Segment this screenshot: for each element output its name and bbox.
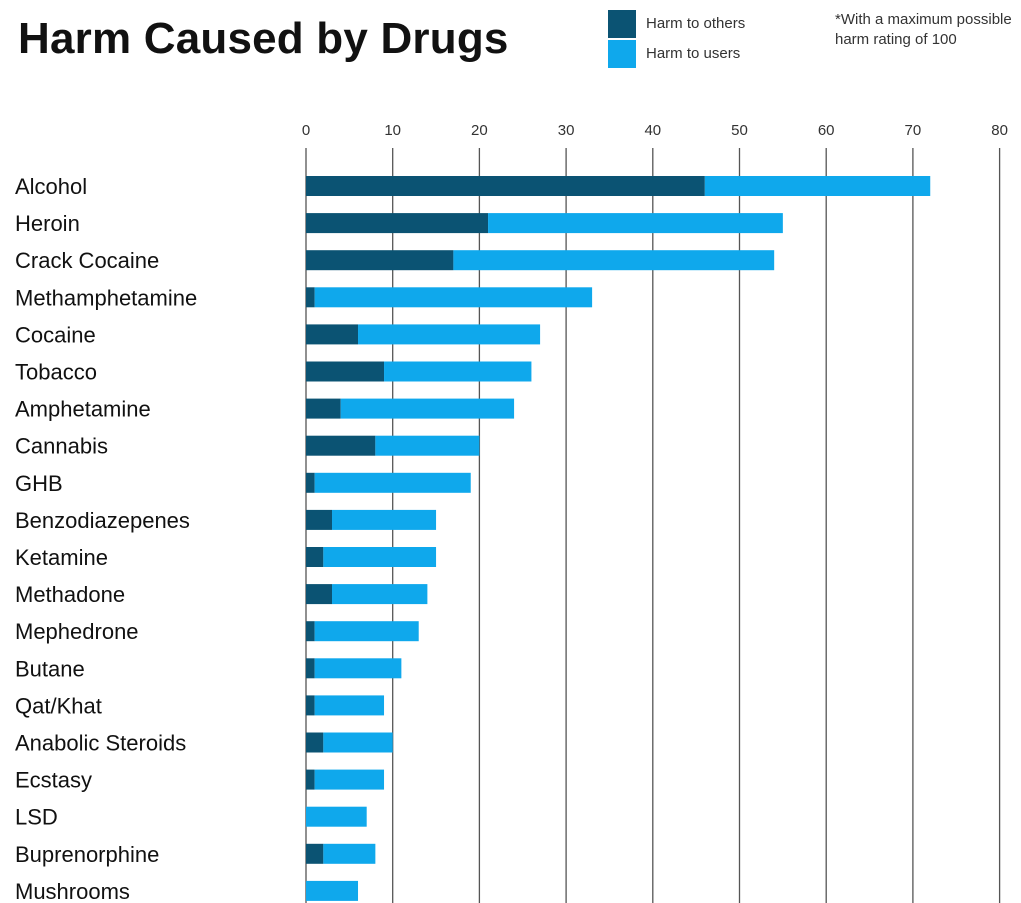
category-label: Butane bbox=[15, 656, 85, 681]
legend-label-others: Harm to others bbox=[646, 15, 746, 32]
x-axis-ticks: 0 10 20 30 40 50 60 70 80 bbox=[302, 122, 1008, 139]
category-label: Alcohol bbox=[15, 174, 87, 199]
category-label: Heroin bbox=[15, 211, 80, 236]
bar-harm-to-users bbox=[314, 658, 402, 679]
bar-harm-to-others bbox=[306, 250, 454, 271]
category-label: Methadone bbox=[15, 582, 125, 607]
footnote: *With a maximum possible harm rating of … bbox=[835, 11, 1012, 48]
x-tick-label-10: 10 bbox=[384, 122, 401, 139]
bar-harm-to-others bbox=[306, 695, 315, 716]
category-label: Tobacco bbox=[15, 360, 97, 385]
legend-swatch-others bbox=[608, 10, 636, 38]
bar-harm-to-users bbox=[384, 361, 532, 382]
category-label: Benzodiazepenes bbox=[15, 508, 190, 533]
bar-harm-to-others bbox=[306, 769, 315, 790]
chart-title: Harm Caused by Drugs bbox=[18, 14, 509, 63]
category-label: Anabolic Steroids bbox=[15, 731, 186, 756]
x-tick-label-40: 40 bbox=[644, 122, 661, 139]
bar-harm-to-others bbox=[306, 213, 489, 234]
x-tick-label-60: 60 bbox=[818, 122, 835, 139]
category-label: GHB bbox=[15, 471, 63, 496]
category-label: Ketamine bbox=[15, 545, 108, 570]
category-labels: Alcohol Heroin Crack Cocaine Methamphetamin… bbox=[15, 174, 197, 903]
bar-harm-to-others bbox=[306, 398, 341, 419]
bar-harm-to-others bbox=[306, 621, 315, 642]
legend-swatch-users bbox=[608, 40, 636, 68]
bar-harm-to-users bbox=[323, 732, 393, 753]
bar-harm-to-others bbox=[306, 324, 359, 345]
bar-harm-to-users bbox=[314, 287, 593, 308]
bar-harm-to-users bbox=[306, 806, 367, 827]
bar-harm-to-users bbox=[314, 472, 471, 493]
bar-harm-to-others bbox=[306, 176, 705, 196]
category-label: Cannabis bbox=[15, 434, 108, 459]
bar-harm-to-users bbox=[314, 769, 385, 790]
legend-item-others: Harm to others bbox=[608, 10, 808, 40]
bar-harm-to-users bbox=[453, 250, 775, 271]
bar-harm-to-users bbox=[332, 509, 437, 530]
category-label: Mephedrone bbox=[15, 619, 139, 644]
category-label: Methamphetamine bbox=[15, 285, 197, 310]
x-tick-label-50: 50 bbox=[731, 122, 748, 139]
x-tick-label-20: 20 bbox=[471, 122, 488, 139]
bar-harm-to-others bbox=[306, 287, 315, 308]
x-tick-label-0: 0 bbox=[302, 122, 310, 139]
bar-harm-to-others bbox=[306, 547, 324, 567]
bar-harm-to-users bbox=[704, 176, 931, 196]
bars bbox=[306, 176, 931, 901]
x-tick-label-70: 70 bbox=[905, 122, 922, 139]
bar-harm-to-users bbox=[340, 398, 515, 419]
x-tick-label-30: 30 bbox=[558, 122, 575, 139]
category-label: Buprenorphine bbox=[15, 842, 159, 867]
bar-harm-to-users bbox=[323, 843, 376, 864]
bar-harm-to-others bbox=[306, 509, 333, 530]
bar-harm-to-others bbox=[306, 843, 324, 864]
legend-label-users: Harm to users bbox=[646, 45, 741, 62]
category-label: Crack Cocaine bbox=[15, 248, 159, 273]
bar-harm-to-users bbox=[332, 584, 428, 605]
category-label: Ecstasy bbox=[15, 768, 92, 793]
bar-harm-to-users bbox=[306, 880, 359, 901]
bar-harm-to-users bbox=[314, 621, 419, 642]
bar-harm-to-users bbox=[358, 324, 541, 345]
bar-harm-to-others bbox=[306, 584, 333, 605]
category-label: Amphetamine bbox=[15, 397, 151, 422]
bar-harm-to-users bbox=[488, 213, 783, 234]
category-label: Qat/Khat bbox=[15, 693, 102, 718]
bar-harm-to-others bbox=[306, 361, 385, 382]
category-label: Cocaine bbox=[15, 322, 96, 347]
bar-harm-to-users bbox=[375, 435, 480, 456]
bar-harm-to-others bbox=[306, 658, 315, 679]
bar-harm-to-others bbox=[306, 472, 315, 493]
bar-harm-to-users bbox=[323, 547, 437, 567]
category-label: LSD bbox=[15, 805, 58, 830]
category-label: Mushrooms bbox=[15, 879, 130, 903]
bar-harm-to-others bbox=[306, 732, 324, 753]
legend-item-users: Harm to users bbox=[608, 40, 808, 70]
bar-harm-to-others bbox=[306, 435, 376, 456]
x-tick-label-80: 80 bbox=[991, 122, 1008, 139]
bar-harm-to-users bbox=[314, 695, 385, 716]
